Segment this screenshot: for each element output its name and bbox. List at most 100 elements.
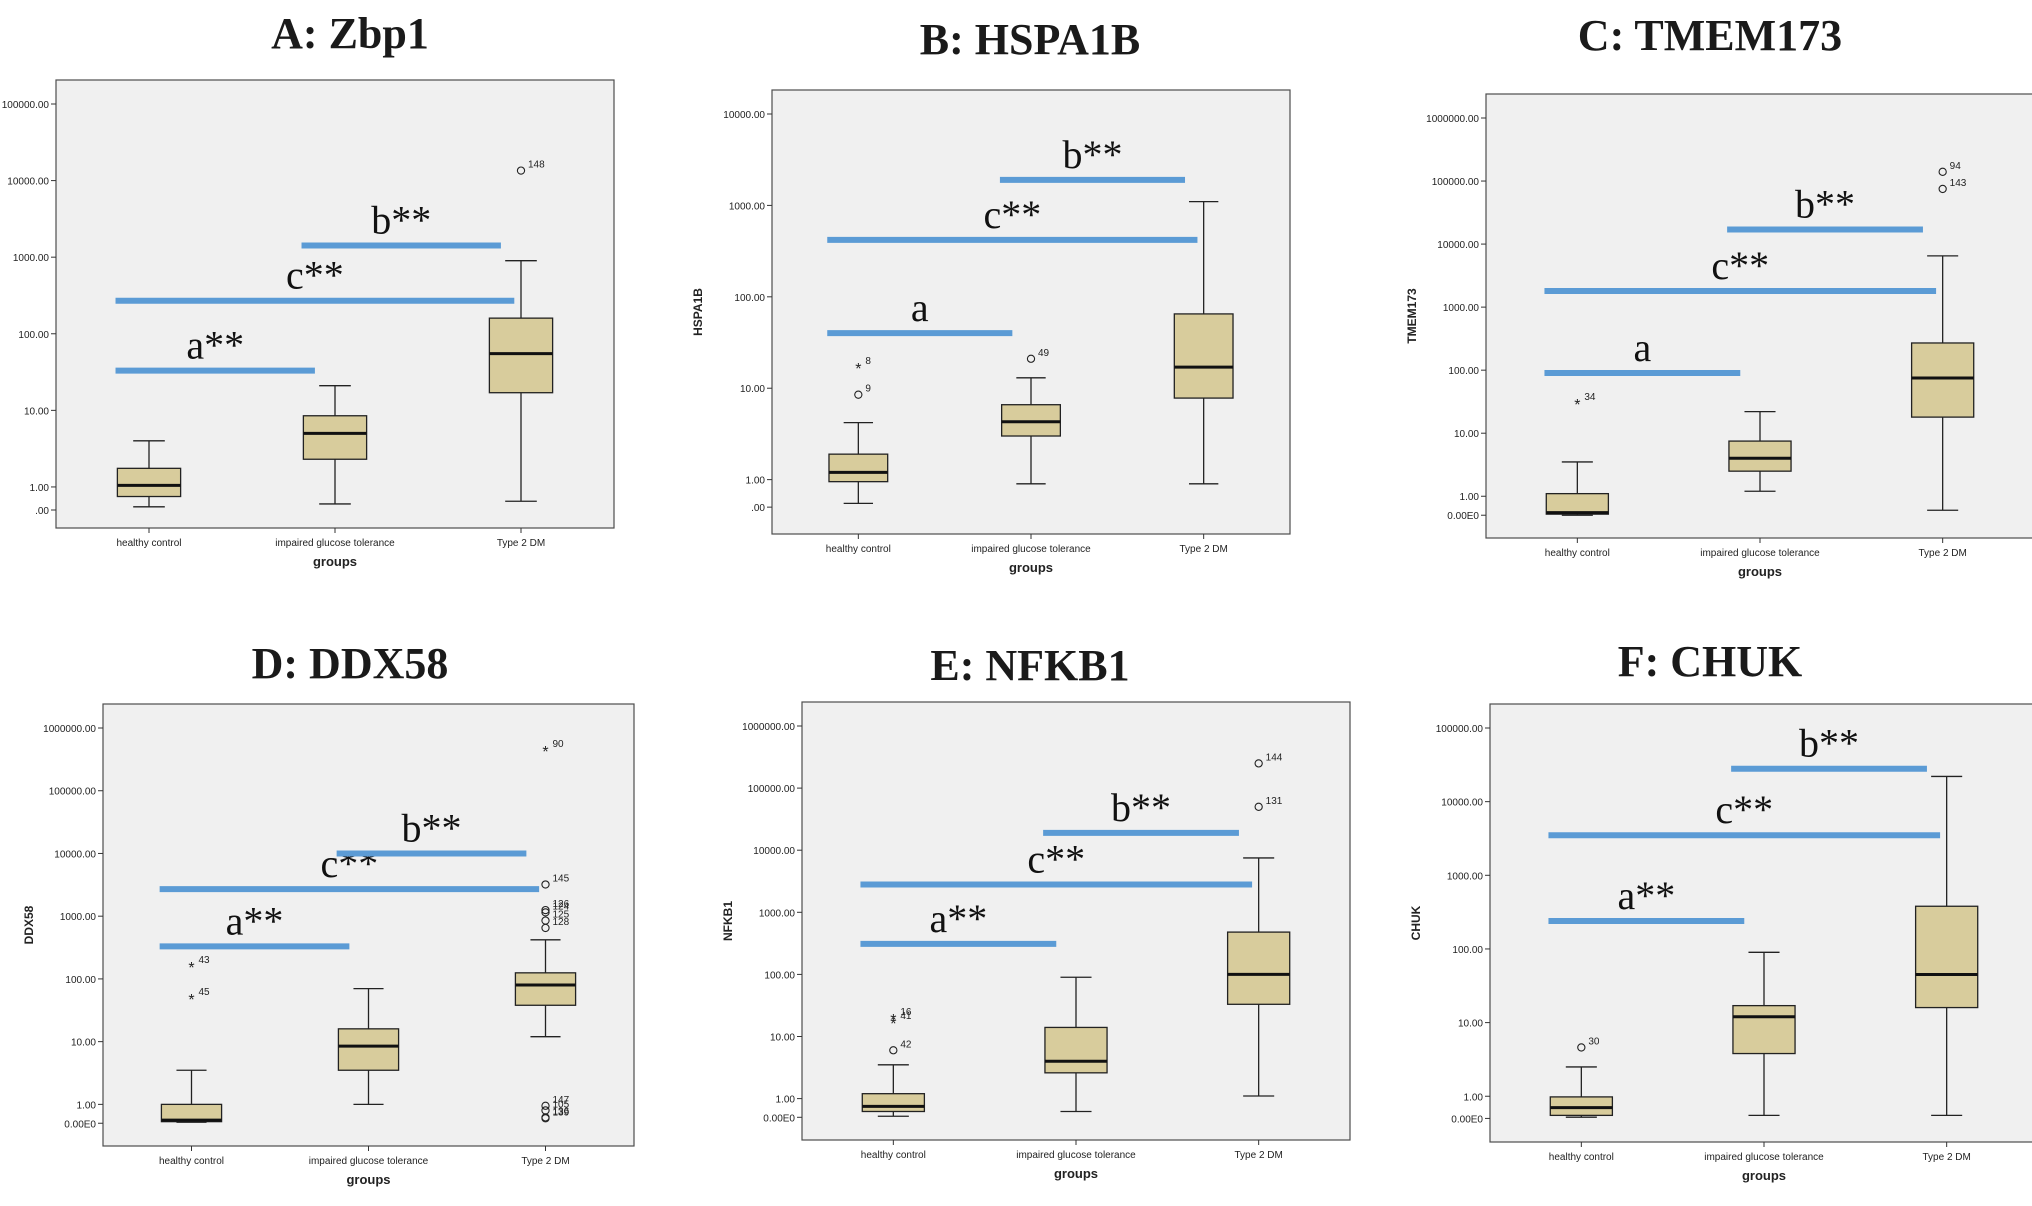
box	[1914, 905, 1979, 1009]
chart-title: F: CHUK	[1617, 637, 1803, 686]
panel-c-tmem173: C: TMEM173 1000000.00 100000.00 10000.00 10…	[1360, 0, 2032, 600]
outlier-label: 90	[553, 739, 565, 750]
box	[1044, 1026, 1108, 1074]
outlier-label: 94	[1950, 161, 1962, 172]
x-tick-label: healthy control	[116, 538, 181, 549]
x-tick-label: Type 2 DM	[1922, 1152, 1970, 1163]
outlier-circle	[516, 166, 526, 175]
significance-label: c**	[321, 841, 379, 886]
outlier-circle	[1938, 167, 1947, 176]
outlier-circle	[541, 905, 550, 915]
y-tick-label: 1000.00	[1447, 871, 1484, 882]
x-tick-label: impaired glucose tolerance	[1700, 548, 1820, 559]
y-tick-label: 1.00	[1460, 492, 1480, 503]
outlier-label: 8	[865, 356, 871, 367]
box	[1728, 440, 1792, 472]
y-tick-label: 0.00E0	[64, 1119, 96, 1130]
y-tick-label: 10000.00	[54, 849, 96, 860]
y-tick-label: 1.00	[746, 476, 766, 487]
y-tick-label: 1000.00	[759, 908, 796, 919]
outlier-circle	[1026, 354, 1036, 363]
significance-label: c**	[286, 253, 344, 298]
panel-d-ddx58: D: DDX58 1000000.00 100000.00 10000.00 1000…	[0, 606, 700, 1206]
outlier-star: *	[542, 744, 548, 761]
outlier-label: 41	[900, 1011, 912, 1022]
y-tick-label: 1000.00	[729, 201, 766, 212]
y-tick-label: 0.00E0	[1447, 511, 1479, 522]
outlier-star: *	[188, 960, 194, 977]
x-tick-label: Type 2 DM	[521, 1156, 569, 1167]
significance-label: b**	[402, 805, 462, 850]
x-axis-label: groups	[1742, 1168, 1786, 1183]
panel-e-nfkb1: E: NFKB1 1000000.00 100000.00 10000.00 1000…	[680, 606, 1380, 1206]
significance-label: c**	[983, 192, 1041, 237]
outlier-label: 126	[553, 899, 570, 910]
box	[1549, 1096, 1614, 1117]
y-tick-label: 1000.00	[13, 253, 50, 264]
y-tick-label: 10.00	[71, 1038, 96, 1049]
significance-label: b**	[1799, 721, 1859, 766]
outlier-label: 42	[900, 1039, 912, 1050]
chart-nfkb1: 1000000.00 100000.00 10000.00 1000.00 100.00…	[721, 701, 1351, 1181]
chart-title: A: Zbp1	[271, 9, 429, 58]
outlier-label: 131	[1266, 796, 1283, 807]
y-tick-label: 10000.00	[723, 110, 765, 121]
chart-zbp1: 100000.00 10000.00 1000.00 100.00 10.00 1.00.…	[2, 79, 615, 569]
outlier-circle	[541, 1101, 550, 1110]
y-tick-label: 100000.00	[49, 787, 97, 798]
outlier-star: *	[890, 1012, 896, 1029]
box	[1173, 313, 1234, 399]
y-tick-label: 10.00	[1454, 429, 1479, 440]
box	[514, 972, 577, 1006]
box	[1226, 931, 1291, 1005]
y-tick-label: 1.00	[776, 1095, 796, 1106]
y-axis-label: HSPA1B	[691, 288, 705, 336]
x-tick-label: healthy control	[1549, 1152, 1614, 1163]
y-tick-label: 0.00E0	[763, 1113, 795, 1124]
y-tick-label: 100000.00	[1436, 724, 1484, 735]
outlier-label: 136	[553, 1106, 570, 1117]
chart-hspa1b: 10000.00 1000.00 100.00 10.00 1.00 .00 HSPA1B h…	[691, 89, 1291, 575]
outlier-label: 128	[553, 917, 570, 928]
significance-label: a**	[186, 323, 244, 368]
chart-title: C: TMEM173	[1577, 11, 1843, 60]
significance-label: c**	[1715, 787, 1773, 832]
outlier-circle	[541, 923, 550, 933]
x-tick-label: Type 2 DM	[1234, 1150, 1282, 1161]
panel-f-chuk: F: CHUK 100000.00 10000.00 1000.00 100.00 10…	[1360, 606, 2032, 1206]
y-tick-label: 1000.00	[60, 912, 97, 923]
y-tick-label: 10.00	[770, 1033, 795, 1044]
x-axis-label: groups	[1009, 560, 1053, 575]
outlier-label: 145	[553, 873, 570, 884]
outlier-label: 34	[1584, 392, 1596, 403]
outlier-circle	[541, 1114, 550, 1123]
chart-tmem173: 1000000.00 100000.00 10000.00 1000.00 100.00…	[1405, 93, 2032, 579]
outlier-label: 9	[865, 384, 871, 395]
y-tick-label: 100000.00	[748, 784, 796, 795]
significance-label: b**	[371, 198, 431, 243]
outlier-label: 30	[1588, 1036, 1600, 1047]
box	[1910, 342, 1975, 418]
y-tick-label: 1000.00	[1443, 303, 1480, 314]
outlier-label: 148	[528, 160, 545, 171]
y-tick-label: 100000.00	[2, 100, 50, 111]
outlier-label: 49	[1038, 348, 1050, 359]
x-tick-label: impaired glucose tolerance	[1016, 1150, 1136, 1161]
y-tick-label: 1.00	[30, 483, 50, 494]
x-tick-label: healthy control	[159, 1156, 224, 1167]
chart-title: E: NFKB1	[930, 641, 1130, 690]
y-tick-label: 100.00	[18, 330, 49, 341]
y-tick-label: 10000.00	[753, 846, 795, 857]
panel-b-hspa1b: B: HSPA1B 10000.00 1000.00 100.00 10.00 1.00…	[680, 0, 1380, 600]
x-tick-label: healthy control	[861, 1150, 926, 1161]
x-tick-label: impaired glucose tolerance	[309, 1156, 429, 1167]
y-tick-label: 1.00	[1464, 1092, 1484, 1103]
x-tick-label: impaired glucose tolerance	[275, 538, 395, 549]
y-tick-label: 1.00	[77, 1100, 97, 1111]
y-tick-label: 1000000.00	[1426, 114, 1479, 125]
y-tick-label: 10000.00	[1437, 240, 1479, 251]
chart-ddx58: 1000000.00 100000.00 10000.00 1000.00 100.00…	[22, 703, 635, 1187]
significance-label: b**	[1062, 132, 1122, 177]
x-tick-label: healthy control	[1545, 548, 1610, 559]
box	[861, 1093, 926, 1113]
